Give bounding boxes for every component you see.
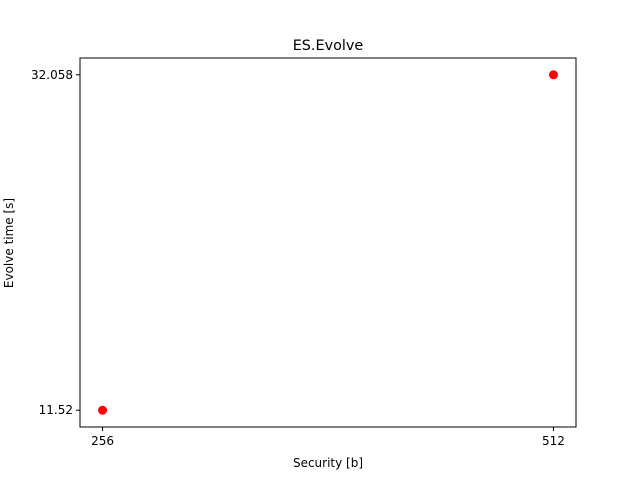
- data-point: [98, 405, 108, 415]
- data-point: [548, 70, 558, 80]
- x-axis-label: Security [b]: [293, 456, 363, 470]
- y-tick-label: 32.058: [31, 68, 73, 82]
- plot-area: [79, 57, 577, 428]
- plot-frame: [79, 57, 577, 428]
- x-tick-label: 256: [91, 434, 114, 448]
- x-axis: 256 512: [91, 427, 565, 448]
- y-axis: 11.52 32.058: [31, 68, 80, 417]
- y-axis-label: Evolve time [s]: [2, 198, 16, 288]
- y-tick-label: 11.52: [39, 403, 73, 417]
- x-tick-label: 512: [542, 434, 565, 448]
- chart-title: ES.Evolve: [293, 38, 364, 54]
- data-points: [98, 70, 558, 415]
